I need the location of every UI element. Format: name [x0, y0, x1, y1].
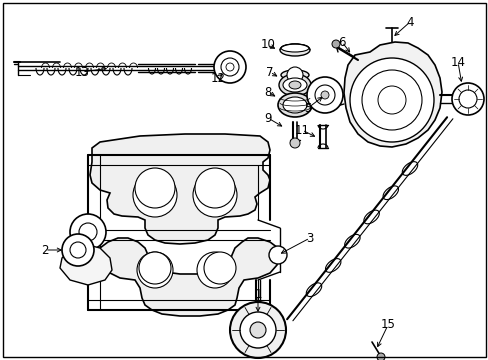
Circle shape	[314, 85, 334, 105]
Circle shape	[70, 242, 86, 258]
Circle shape	[193, 173, 237, 217]
Circle shape	[133, 173, 177, 217]
Circle shape	[289, 138, 299, 148]
Text: 12: 12	[210, 72, 225, 85]
Text: 10: 10	[260, 39, 275, 51]
Text: 6: 6	[338, 36, 345, 49]
Ellipse shape	[278, 93, 311, 117]
Ellipse shape	[283, 97, 306, 113]
Circle shape	[306, 77, 342, 113]
Text: 15: 15	[380, 319, 395, 332]
Circle shape	[139, 252, 171, 284]
Polygon shape	[90, 134, 269, 244]
Circle shape	[195, 168, 235, 208]
Circle shape	[349, 58, 433, 142]
Circle shape	[62, 234, 94, 266]
Text: 5: 5	[304, 102, 311, 114]
Text: 7: 7	[265, 66, 273, 78]
Circle shape	[221, 58, 239, 76]
Circle shape	[458, 90, 476, 108]
Ellipse shape	[280, 44, 309, 56]
Circle shape	[240, 312, 275, 348]
Circle shape	[197, 252, 232, 288]
Ellipse shape	[281, 70, 308, 80]
Circle shape	[376, 353, 384, 360]
Text: 2: 2	[41, 243, 49, 256]
Polygon shape	[60, 245, 112, 285]
Circle shape	[361, 70, 421, 130]
Polygon shape	[343, 42, 441, 147]
Circle shape	[70, 214, 106, 250]
Circle shape	[377, 86, 405, 114]
Ellipse shape	[279, 74, 310, 96]
Ellipse shape	[288, 81, 301, 89]
Circle shape	[331, 40, 339, 48]
Circle shape	[137, 252, 173, 288]
Text: 14: 14	[449, 55, 465, 68]
Text: 8: 8	[264, 85, 271, 99]
Circle shape	[203, 252, 236, 284]
Circle shape	[249, 322, 265, 338]
Circle shape	[79, 223, 97, 241]
Circle shape	[451, 83, 483, 115]
Circle shape	[135, 168, 175, 208]
Text: 11: 11	[294, 123, 309, 136]
Ellipse shape	[281, 44, 308, 52]
Circle shape	[286, 67, 303, 83]
Text: 4: 4	[406, 15, 413, 28]
Text: 9: 9	[264, 112, 271, 125]
Circle shape	[229, 302, 285, 358]
Ellipse shape	[283, 78, 306, 92]
Text: 13: 13	[74, 66, 89, 78]
Ellipse shape	[319, 92, 333, 112]
Circle shape	[214, 51, 245, 83]
Circle shape	[225, 63, 234, 71]
Circle shape	[268, 246, 286, 264]
Polygon shape	[100, 238, 278, 316]
Text: 3: 3	[305, 231, 313, 244]
Circle shape	[320, 91, 328, 99]
Text: 1: 1	[254, 288, 261, 302]
